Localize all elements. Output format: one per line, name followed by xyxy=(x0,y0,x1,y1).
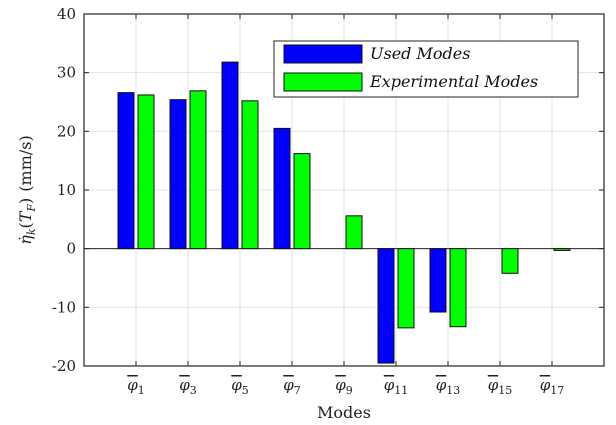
bar-used-modes xyxy=(273,127,291,250)
x-tick-label: φ5 xyxy=(231,376,249,397)
bar-experimental-modes xyxy=(293,153,311,250)
y-axis-title: η̇k(TF) (mm/s) xyxy=(16,135,38,245)
x-tick-label: φ3 xyxy=(179,376,197,397)
x-tick-label: φ15 xyxy=(488,376,513,397)
x-tick-label: φ17 xyxy=(540,376,565,397)
x-axis-ticks: φ1 φ3 φ5 φ7 φ9 φ11 φ13 φ15 φ17 xyxy=(127,14,564,397)
y-title-open: ( xyxy=(16,222,35,228)
legend-swatch-used-modes xyxy=(283,44,363,64)
y-title-eta: η̇ xyxy=(16,235,35,245)
x-tick-label-phi: φ xyxy=(488,376,499,394)
x-tick-label-subscript: 11 xyxy=(394,384,408,397)
bar-experimental-modes xyxy=(553,248,571,251)
bar-used-modes xyxy=(221,61,239,250)
x-axis-title: Modes xyxy=(317,403,371,422)
y-tick-label: 30 xyxy=(57,64,76,82)
x-tick-label: φ1 xyxy=(127,376,145,397)
x-tick-label-subscript: 17 xyxy=(550,384,564,397)
bar-experimental-modes xyxy=(345,215,363,250)
y-title-sub-k: k xyxy=(25,228,38,235)
x-tick-label-phi: φ xyxy=(540,376,551,394)
bar-experimental-modes xyxy=(501,248,519,274)
x-tick-label-subscript: 1 xyxy=(138,384,145,397)
legend-label-used-modes: Used Modes xyxy=(370,44,470,63)
x-tick-label: φ9 xyxy=(335,376,353,397)
y-title-units: (mm/s) xyxy=(16,135,35,191)
x-tick-label-subscript: 7 xyxy=(294,384,301,397)
bar-experimental-modes xyxy=(397,248,415,329)
bar-experimental-modes xyxy=(241,100,259,250)
bar-used-modes xyxy=(169,99,187,250)
legend: Used Modes Experimental Modes xyxy=(273,40,579,98)
x-tick-label-phi: φ xyxy=(335,376,346,394)
bar-used-modes xyxy=(377,248,395,364)
x-tick-label-subscript: 3 xyxy=(190,384,197,397)
y-tick-label: -10 xyxy=(52,298,76,316)
legend-label-experimental-modes: Experimental Modes xyxy=(369,72,538,91)
bar-used-modes xyxy=(429,248,447,313)
bar-experimental-modes xyxy=(137,94,155,250)
bars xyxy=(117,61,571,364)
y-tick-label: 20 xyxy=(57,122,76,140)
x-tick-label-phi: φ xyxy=(127,376,138,394)
x-tick-label-subscript: 9 xyxy=(346,384,353,397)
y-tick-label: -20 xyxy=(52,357,76,375)
x-tick-label-subscript: 5 xyxy=(242,384,249,397)
y-title-T: T xyxy=(16,210,35,222)
y-title-sub-F: F xyxy=(25,204,38,213)
x-tick-label-subscript: 13 xyxy=(446,384,460,397)
x-tick-label: φ7 xyxy=(283,376,301,397)
bar-used-modes xyxy=(117,92,135,250)
legend-swatch-experimental-modes xyxy=(283,72,363,92)
bar-experimental-modes xyxy=(449,248,467,328)
x-tick-label-phi: φ xyxy=(283,376,294,394)
x-tick-label-phi: φ xyxy=(231,376,242,394)
x-tick-label-phi: φ xyxy=(436,376,447,394)
y-tick-label: 0 xyxy=(66,240,76,258)
x-tick-label: φ11 xyxy=(384,376,409,397)
y-tick-label: 40 xyxy=(57,5,76,23)
x-tick-label-phi: φ xyxy=(384,376,395,394)
x-tick-label: φ13 xyxy=(436,376,461,397)
x-tick-label-subscript: 15 xyxy=(498,384,512,397)
bar-experimental-modes xyxy=(189,90,207,250)
y-title-close: ) xyxy=(16,198,35,204)
y-axis-ticks: -20 -10 0 10 20 30 40 xyxy=(52,5,604,375)
y-tick-label: 10 xyxy=(57,181,76,199)
x-tick-label-phi: φ xyxy=(179,376,190,394)
